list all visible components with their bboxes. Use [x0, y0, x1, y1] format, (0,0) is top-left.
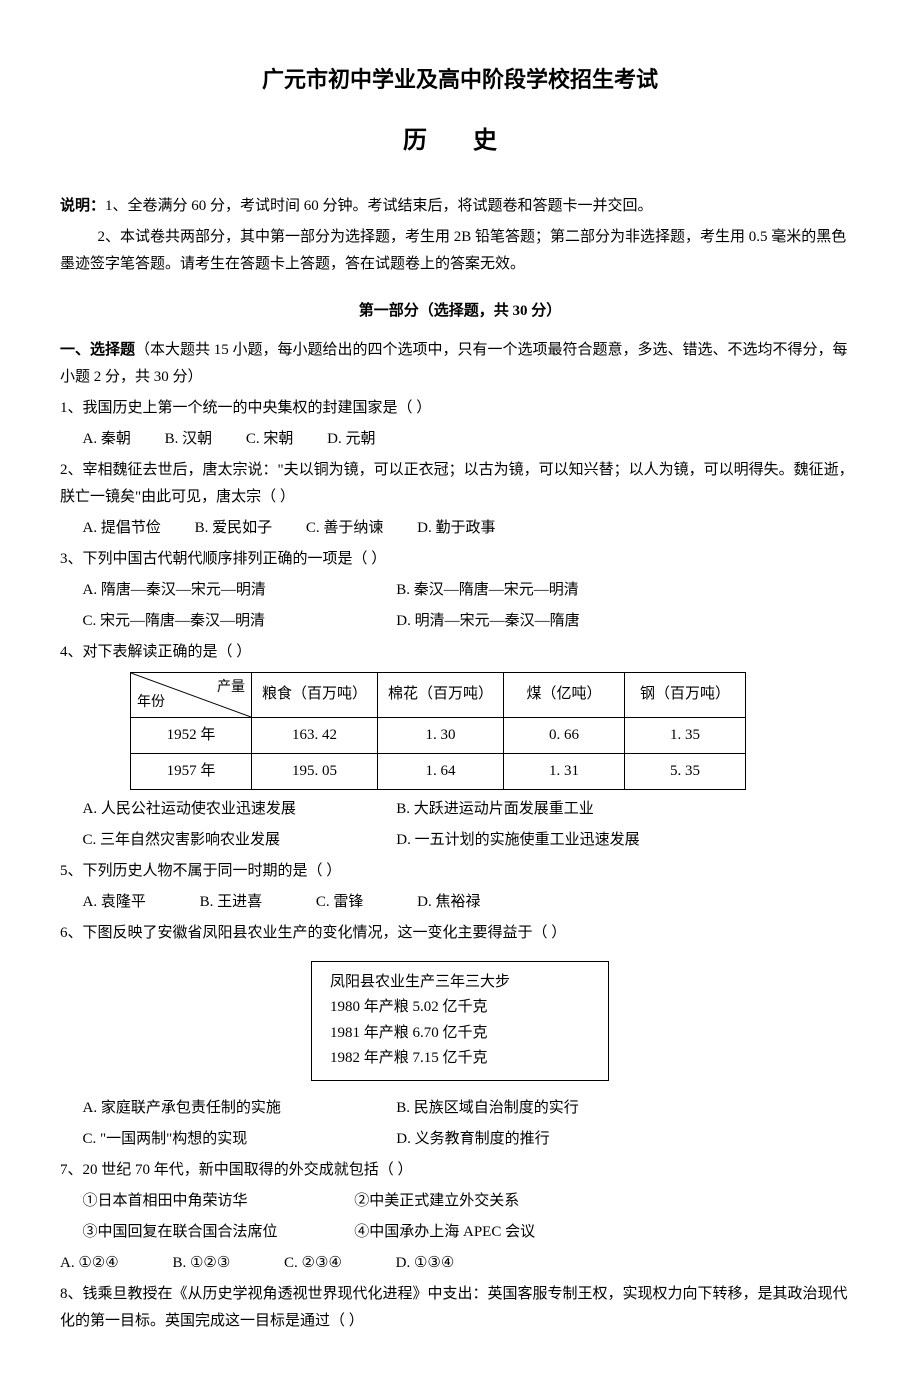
q1-stem: 1、我国历史上第一个统一的中央集权的封建国家是（ ） — [60, 395, 860, 422]
cell: 1. 35 — [625, 717, 746, 753]
q3-options-row1: A. 隋唐—秦汉—宋元—明清 B. 秦汉—隋唐—宋元—明清 — [60, 577, 860, 604]
col-header: 棉花（百万吨） — [378, 672, 504, 717]
q4-opt-c: C. 三年自然灾害影响农业发展 — [83, 827, 363, 854]
q4-options-row2: C. 三年自然灾害影响农业发展 D. 一五计划的实施使重工业迅速发展 — [60, 827, 860, 854]
q1-opt-a: A. 秦朝 — [83, 426, 131, 453]
q2-opt-a: A. 提倡节俭 — [83, 515, 161, 542]
q6-box-title: 凤阳县农业生产三年三大步 — [330, 970, 590, 996]
q2-opt-d: D. 勤于政事 — [417, 515, 495, 542]
instructions: 说明：1、全卷满分 60 分，考试时间 60 分钟。考试结束后，将试题卷和答题卡… — [60, 193, 860, 220]
q7-stmt-4: ④中国承办上海 APEC 会议 — [354, 1219, 594, 1246]
q2-opt-c: C. 善于纳谏 — [306, 515, 384, 542]
q7-options: A. ①②④ B. ①②③ C. ②③④ D. ①③④ — [60, 1250, 860, 1277]
exam-title: 广元市初中学业及高中阶段学校招生考试 — [60, 60, 860, 100]
q5-stem: 5、下列历史人物不属于同一时期的是（ ） — [60, 858, 860, 885]
diag-top-label: 产量 — [217, 675, 245, 700]
q7-opt-d: D. ①③④ — [396, 1250, 455, 1277]
q7-statements-row1: ①日本首相田中角荣访华 ②中美正式建立外交关系 — [60, 1188, 860, 1215]
cell: 5. 35 — [625, 753, 746, 789]
q6-opt-a: A. 家庭联产承包责任制的实施 — [83, 1095, 363, 1122]
q7-opt-c: C. ②③④ — [284, 1250, 342, 1277]
q4-options-row1: A. 人民公社运动使农业迅速发展 B. 大跃进运动片面发展重工业 — [60, 796, 860, 823]
q8-stem: 8、钱乘旦教授在《从历史学视角透视世界现代化进程》中支出：英国客服专制王权，实现… — [60, 1281, 860, 1335]
instructions-label: 说明： — [60, 198, 105, 214]
q4-table: 产量 年份 粮食（百万吨） 棉花（百万吨） 煤（亿吨） 钢（百万吨） 1952 … — [130, 672, 746, 790]
cell: 1. 64 — [378, 753, 504, 789]
col-header: 煤（亿吨） — [504, 672, 625, 717]
q2-options: A. 提倡节俭 B. 爱民如子 C. 善于纳谏 D. 勤于政事 — [60, 515, 860, 542]
q2-stem: 2、宰相魏征去世后，唐太宗说："夫以铜为镜，可以正衣冠；以古为镜，可以知兴替；以… — [60, 457, 860, 511]
q6-options-row2: C. "一国两制"构想的实现 D. 义务教育制度的推行 — [60, 1126, 860, 1153]
q3-options-row2: C. 宋元—隋唐—秦汉—明清 D. 明清—宋元—秦汉—隋唐 — [60, 608, 860, 635]
cell: 1. 30 — [378, 717, 504, 753]
q5-opt-a: A. 袁隆平 — [83, 889, 146, 916]
q7-stmt-3: ③中国回复在联合国合法席位 — [83, 1219, 323, 1246]
part1-header: 第一部分（选择题，共 30 分） — [60, 298, 860, 325]
q1-opt-d: D. 元朝 — [327, 426, 375, 453]
q7-stem: 7、20 世纪 70 年代，新中国取得的外交成就包括（ ） — [60, 1157, 860, 1184]
q1-options: A. 秦朝 B. 汉朝 C. 宋朝 D. 元朝 — [60, 426, 860, 453]
instructions-line1: 1、全卷满分 60 分，考试时间 60 分钟。考试结束后，将试题卷和答题卡一并交… — [105, 198, 653, 214]
q5-opt-b: B. 王进喜 — [200, 889, 263, 916]
section1-label: 一、选择题 — [60, 342, 135, 358]
diag-bot-label: 年份 — [137, 690, 165, 715]
q7-statements-row2: ③中国回复在联合国合法席位 ④中国承办上海 APEC 会议 — [60, 1219, 860, 1246]
cell: 195. 05 — [252, 753, 378, 789]
table-header-row: 产量 年份 粮食（百万吨） 棉花（百万吨） 煤（亿吨） 钢（百万吨） — [131, 672, 746, 717]
q3-opt-b: B. 秦汉—隋唐—宋元—明清 — [396, 577, 676, 604]
row-year: 1952 年 — [131, 717, 252, 753]
q1-opt-b: B. 汉朝 — [165, 426, 213, 453]
q3-stem: 3、下列中国古代朝代顺序排列正确的一项是（ ） — [60, 546, 860, 573]
q4-opt-d: D. 一五计划的实施使重工业迅速发展 — [396, 827, 676, 854]
q6-opt-b: B. 民族区域自治制度的实行 — [396, 1095, 676, 1122]
q6-box-line1: 1980 年产粮 5.02 亿千克 — [330, 995, 590, 1021]
q6-box-line2: 1981 年产粮 6.70 亿千克 — [330, 1021, 590, 1047]
col-header: 钢（百万吨） — [625, 672, 746, 717]
q3-opt-a: A. 隋唐—秦汉—宋元—明清 — [83, 577, 363, 604]
q4-stem: 4、对下表解读正确的是（ ） — [60, 639, 860, 666]
q2-opt-b: B. 爱民如子 — [195, 515, 273, 542]
q7-stmt-1: ①日本首相田中角荣访华 — [83, 1188, 323, 1215]
table-row: 1952 年 163. 42 1. 30 0. 66 1. 35 — [131, 717, 746, 753]
cell: 163. 42 — [252, 717, 378, 753]
subject-title: 历 史 — [60, 120, 860, 163]
q6-opt-d: D. 义务教育制度的推行 — [396, 1126, 676, 1153]
q6-stem: 6、下图反映了安徽省凤阳县农业生产的变化情况，这一变化主要得益于（ ） — [60, 920, 860, 947]
col-header: 粮食（百万吨） — [252, 672, 378, 717]
instructions-line2: 2、本试卷共两部分，其中第一部分为选择题，考生用 2B 铅笔答题；第二部分为非选… — [60, 224, 860, 278]
diag-header-cell: 产量 年份 — [131, 672, 252, 717]
q5-opt-d: D. 焦裕禄 — [417, 889, 480, 916]
q7-stmt-2: ②中美正式建立外交关系 — [354, 1188, 594, 1215]
section1-heading: 一、选择题（本大题共 15 小题，每小题给出的四个选项中，只有一个选项最符合题意… — [60, 337, 860, 391]
row-year: 1957 年 — [131, 753, 252, 789]
section1-desc: （本大题共 15 小题，每小题给出的四个选项中，只有一个选项最符合题意，多选、错… — [60, 342, 848, 385]
q5-options: A. 袁隆平 B. 王进喜 C. 雷锋 D. 焦裕禄 — [60, 889, 860, 916]
q6-opt-c: C. "一国两制"构想的实现 — [83, 1126, 363, 1153]
q7-opt-b: B. ①②③ — [172, 1250, 230, 1277]
cell: 1. 31 — [504, 753, 625, 789]
q6-options-row1: A. 家庭联产承包责任制的实施 B. 民族区域自治制度的实行 — [60, 1095, 860, 1122]
q6-box-line3: 1982 年产粮 7.15 亿千克 — [330, 1046, 590, 1072]
table-row: 1957 年 195. 05 1. 64 1. 31 5. 35 — [131, 753, 746, 789]
q4-opt-b: B. 大跃进运动片面发展重工业 — [396, 796, 676, 823]
q1-opt-c: C. 宋朝 — [246, 426, 294, 453]
q3-opt-c: C. 宋元—隋唐—秦汉—明清 — [83, 608, 363, 635]
cell: 0. 66 — [504, 717, 625, 753]
q5-opt-c: C. 雷锋 — [316, 889, 364, 916]
q4-opt-a: A. 人民公社运动使农业迅速发展 — [83, 796, 363, 823]
q3-opt-d: D. 明清—宋元—秦汉—隋唐 — [396, 608, 676, 635]
q6-box: 凤阳县农业生产三年三大步 1980 年产粮 5.02 亿千克 1981 年产粮 … — [311, 961, 609, 1081]
q7-opt-a: A. ①②④ — [60, 1250, 119, 1277]
